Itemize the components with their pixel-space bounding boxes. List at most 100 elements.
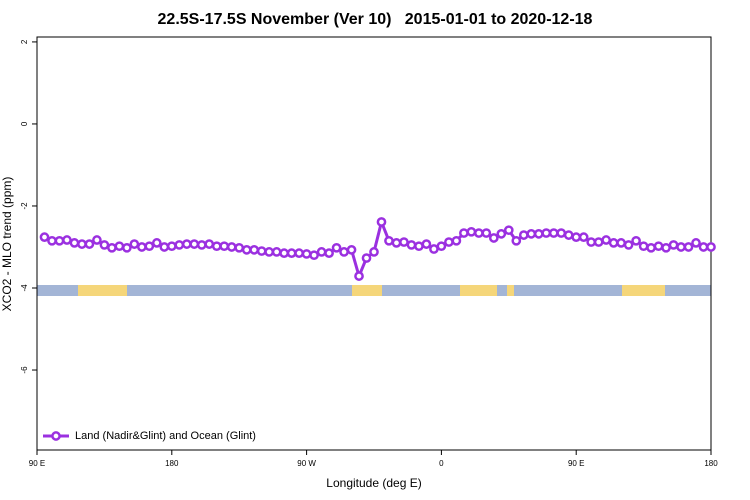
data-point [99, 240, 110, 250]
data-point [166, 241, 177, 252]
data-point [466, 226, 477, 237]
data-point [361, 253, 372, 263]
legend-label: Land (Nadir&Glint) and Ocean (Glint) [75, 430, 256, 442]
data-point [451, 235, 462, 246]
data-point [496, 229, 507, 239]
x-tick-label: 180 [165, 459, 179, 468]
data-point [309, 250, 319, 261]
x-axis-label: Longitude (deg E) [326, 476, 421, 490]
data-point [623, 240, 634, 250]
data-point [354, 271, 364, 281]
chart-title: 22.5S-17.5S November (Ver 10) 2015-01-01… [158, 11, 593, 28]
y-tick-label: -2 [20, 202, 29, 210]
data-point [107, 242, 117, 253]
data-point [159, 242, 170, 252]
data-point [84, 239, 95, 249]
x-tick-label: 90 W [297, 459, 316, 468]
data-point [526, 229, 537, 239]
data-point [249, 245, 260, 255]
data-point [256, 246, 267, 256]
data-point [683, 242, 694, 252]
data-point [122, 242, 132, 253]
data-point [346, 245, 357, 255]
data-point [376, 217, 387, 227]
data-point [661, 242, 671, 253]
data-point [556, 228, 567, 238]
data-point [62, 235, 72, 245]
data-point [578, 232, 589, 242]
data-point [69, 238, 80, 248]
y-tick-label: 2 [20, 39, 29, 44]
data-point [54, 235, 65, 246]
data-point [421, 239, 432, 249]
data-point [391, 238, 402, 248]
data-point [77, 239, 87, 249]
data-point [533, 229, 544, 239]
x-tick-label: 90 E [29, 459, 45, 468]
data-point [631, 235, 641, 246]
data-point [616, 238, 626, 248]
data-point [586, 237, 597, 247]
data-point [698, 242, 709, 252]
land-band [352, 285, 382, 296]
data-point [234, 242, 245, 253]
data-point [219, 241, 230, 252]
y-axis-label: XCO2 - MLO trend (ppm) [0, 177, 14, 312]
data-point [653, 241, 664, 252]
data-point [39, 232, 50, 242]
data-point [473, 228, 484, 238]
data-point [511, 235, 522, 246]
data-point [676, 242, 686, 252]
data-point [436, 241, 447, 252]
data-point [241, 245, 252, 255]
data-point [518, 230, 529, 240]
surface-band [37, 285, 711, 296]
x-tick-label: 90 E [568, 459, 584, 468]
y-tick-label: -6 [20, 366, 29, 374]
data-point [548, 228, 559, 238]
land-band [460, 285, 497, 296]
data-point [369, 247, 379, 257]
data-point [488, 233, 499, 243]
data-point [301, 249, 312, 259]
data-point [399, 237, 409, 247]
data-point [503, 225, 514, 236]
data-point [47, 235, 57, 246]
data-point [339, 247, 349, 257]
y-tick-label: -4 [20, 284, 29, 292]
data-point [541, 228, 552, 238]
data-point [129, 239, 140, 249]
data-point [271, 247, 282, 257]
data-point [608, 238, 619, 248]
data-point [324, 248, 334, 258]
data-point [189, 239, 200, 249]
land-band [622, 285, 665, 296]
data-point [444, 237, 454, 247]
data-point [384, 235, 394, 246]
data-point [601, 235, 612, 245]
data-point [638, 241, 649, 252]
data-point [414, 241, 424, 252]
data-point [593, 237, 604, 247]
x-tick-label: 180 [704, 459, 718, 468]
data-point [286, 248, 297, 258]
data-point [563, 230, 574, 240]
data-point [646, 242, 656, 253]
data-point [459, 228, 469, 238]
data-point [294, 248, 304, 258]
data-point [571, 232, 582, 242]
land-band [78, 285, 127, 296]
data-point [429, 244, 439, 254]
legend-marker [51, 431, 61, 441]
data-point [264, 247, 275, 257]
data-point [316, 247, 327, 257]
data-point [691, 238, 701, 248]
data-point [174, 240, 185, 250]
data-point [226, 242, 237, 252]
data-point [668, 240, 679, 250]
data-point [196, 240, 207, 250]
data-point [114, 241, 125, 252]
data-point [181, 239, 192, 249]
data-point [331, 242, 342, 253]
